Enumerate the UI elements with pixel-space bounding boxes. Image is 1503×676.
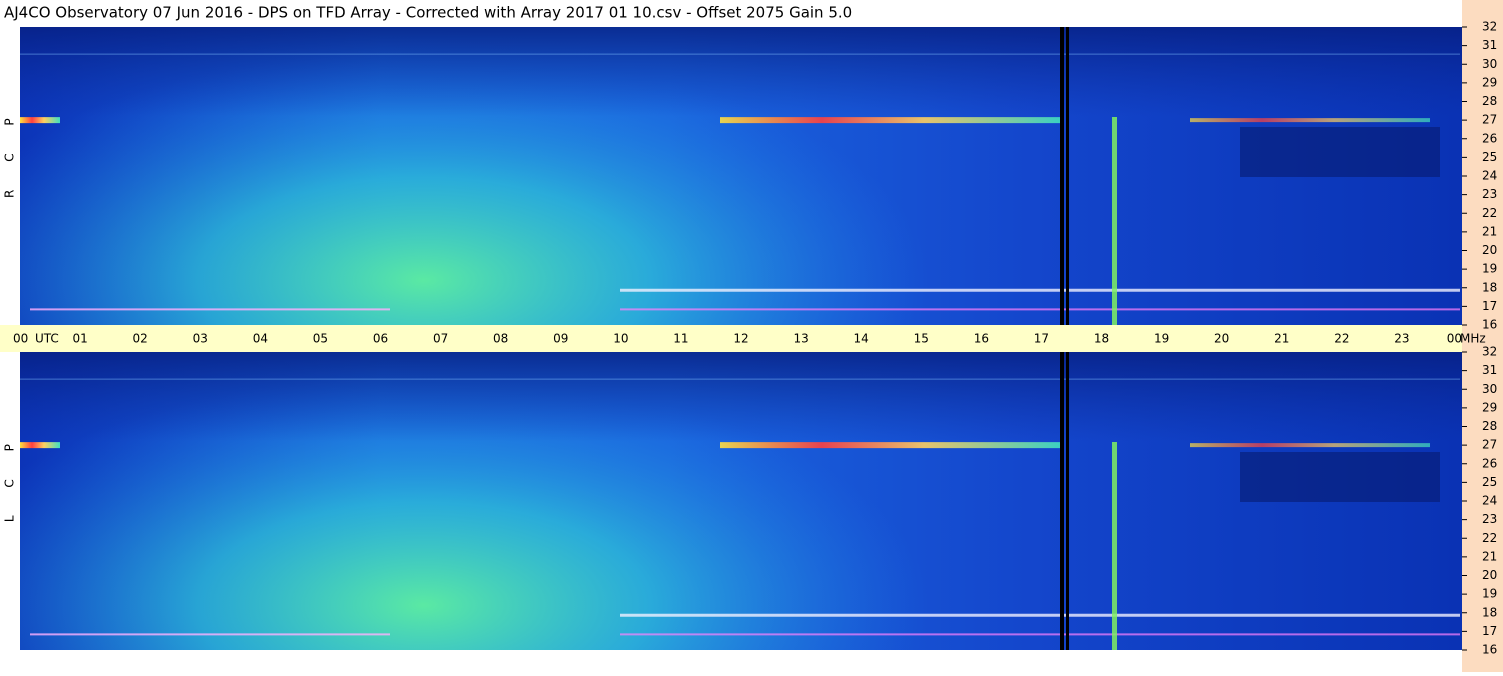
frequency-label: 28 xyxy=(1482,94,1497,108)
frequency-label: 30 xyxy=(1482,382,1497,396)
vertical-burst xyxy=(1112,117,1117,325)
frequency-label: 21 xyxy=(1482,224,1497,238)
hour-label: 09 xyxy=(553,332,568,346)
frequency-label: 18 xyxy=(1482,280,1497,294)
hour-label: 10 xyxy=(613,332,628,346)
emission-streak xyxy=(1190,118,1430,123)
blank-column xyxy=(1066,27,1069,325)
frequency-label: 16 xyxy=(1482,643,1497,657)
frequency-label: 19 xyxy=(1482,262,1497,276)
emission-streak xyxy=(720,117,1060,124)
emission-streak xyxy=(30,633,390,636)
hour-label: 01 xyxy=(72,332,87,346)
frequency-label: 21 xyxy=(1482,549,1497,563)
panel-top-shade xyxy=(20,27,1462,325)
frequency-label: 23 xyxy=(1482,512,1497,526)
spectrogram-panel: 32 31 30 29 28 27 26 25 24 23 22 21 20 19 18 17 16 L C P xyxy=(3,345,1498,657)
polarization-label: L C P xyxy=(3,432,17,522)
hour-label: 12 xyxy=(733,332,748,346)
night-shade xyxy=(1240,127,1440,177)
emission-streak xyxy=(20,378,1460,380)
frequency-label: 22 xyxy=(1482,531,1497,545)
frequency-label: 32 xyxy=(1482,345,1497,359)
emission-streak xyxy=(20,53,1460,55)
hour-label: 19 xyxy=(1154,332,1169,346)
hour-label: 07 xyxy=(433,332,448,346)
blank-column xyxy=(1066,352,1069,650)
hour-label: 21 xyxy=(1274,332,1289,346)
emission-streak xyxy=(620,633,1460,636)
frequency-label: 29 xyxy=(1482,400,1497,414)
emission-streak xyxy=(30,308,390,311)
frequency-label: 17 xyxy=(1482,299,1497,313)
hour-label: 00 xyxy=(13,332,28,346)
emission-streak xyxy=(720,442,1060,449)
frequency-label: 27 xyxy=(1482,113,1497,127)
hour-label: 17 xyxy=(1034,332,1049,346)
frequency-label: 31 xyxy=(1482,363,1497,377)
frequency-label: 22 xyxy=(1482,206,1497,220)
blank-column xyxy=(1060,27,1064,325)
spectrogram-panel: 32 31 30 29 28 27 26 25 24 23 22 21 20 19 18 17 16 R C P xyxy=(3,20,1498,332)
hour-label: 06 xyxy=(373,332,388,346)
hour-label: 02 xyxy=(133,332,148,346)
emission-streak xyxy=(20,442,60,449)
frequency-label: 29 xyxy=(1482,75,1497,89)
frequency-label: 24 xyxy=(1482,494,1497,508)
hour-label: 22 xyxy=(1334,332,1349,346)
frequency-label: 27 xyxy=(1482,438,1497,452)
time-axis-strip xyxy=(0,325,1462,352)
hour-label: 14 xyxy=(854,332,869,346)
frequency-label: 30 xyxy=(1482,57,1497,71)
emission-streak xyxy=(620,613,1460,617)
hour-label: 00 xyxy=(1447,332,1462,346)
hour-label: 13 xyxy=(793,332,808,346)
hour-label: 16 xyxy=(974,332,989,346)
frequency-label: 18 xyxy=(1482,605,1497,619)
hour-label: 15 xyxy=(914,332,929,346)
frequency-label: 31 xyxy=(1482,38,1497,52)
hour-label: 11 xyxy=(673,332,688,346)
polarization-label: R C P xyxy=(3,106,17,198)
time-unit: UTC xyxy=(35,332,59,346)
frequency-label: 23 xyxy=(1482,187,1497,201)
frequency-label: 25 xyxy=(1482,150,1497,164)
hour-label: 04 xyxy=(253,332,268,346)
frequency-label: 32 xyxy=(1482,20,1497,34)
night-shade xyxy=(1240,452,1440,502)
vertical-burst xyxy=(1112,442,1117,650)
frequency-axis-strip xyxy=(1462,0,1503,672)
emission-streak xyxy=(620,288,1460,292)
frequency-label: 20 xyxy=(1482,243,1497,257)
frequency-label: 24 xyxy=(1482,169,1497,183)
emission-streak xyxy=(1190,443,1430,448)
hour-label: 08 xyxy=(493,332,508,346)
hour-label: 23 xyxy=(1394,332,1409,346)
frequency-label: 26 xyxy=(1482,131,1497,145)
frequency-label: 19 xyxy=(1482,587,1497,601)
frequency-label: 20 xyxy=(1482,568,1497,582)
hour-label: 18 xyxy=(1094,332,1109,346)
title: AJ4CO Observatory 07 Jun 2016 - DPS on T… xyxy=(4,4,852,22)
hour-label: 03 xyxy=(193,332,208,346)
blank-column xyxy=(1060,352,1064,650)
emission-streak xyxy=(620,308,1460,311)
hour-label: 05 xyxy=(313,332,328,346)
hour-label: 20 xyxy=(1214,332,1229,346)
emission-streak xyxy=(20,117,60,124)
frequency-label: 26 xyxy=(1482,456,1497,470)
frequency-label: 16 xyxy=(1482,318,1497,332)
frequency-label: 28 xyxy=(1482,419,1497,433)
frequency-unit: MHz xyxy=(1460,332,1486,346)
frequency-label: 25 xyxy=(1482,475,1497,489)
frequency-label: 17 xyxy=(1482,624,1497,638)
panel-top-shade xyxy=(20,352,1462,650)
